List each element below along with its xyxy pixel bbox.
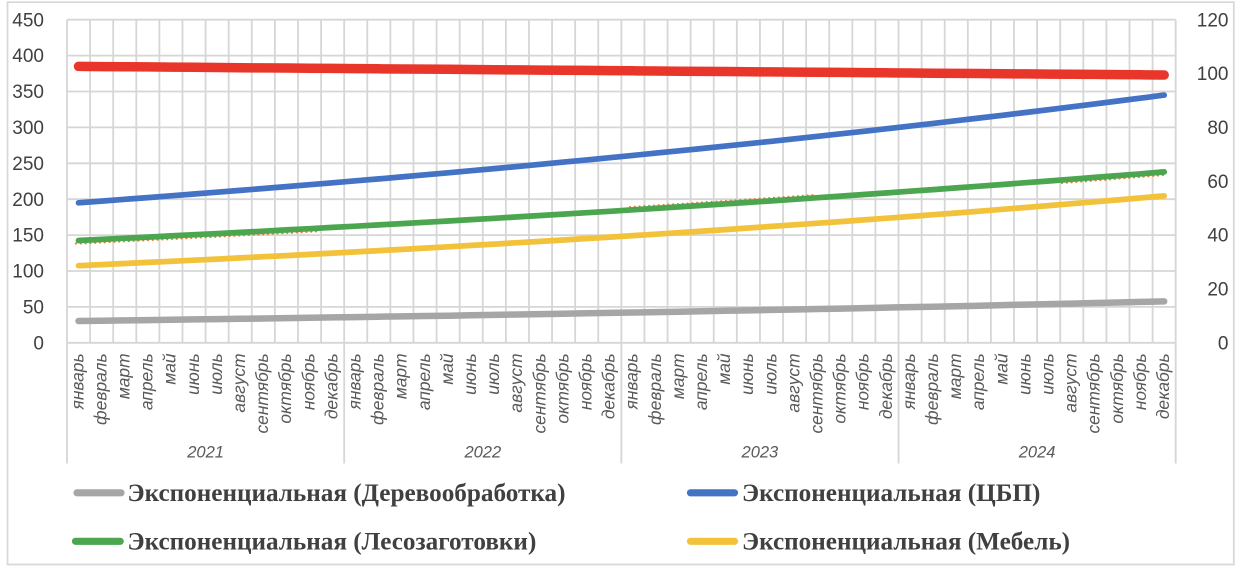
svg-text:100: 100: [1197, 64, 1229, 85]
svg-text:сентябрь: сентябрь: [807, 353, 827, 433]
svg-text:400: 400: [12, 46, 44, 67]
svg-text:июль: июль: [483, 353, 503, 394]
svg-text:сентябрь: сентябрь: [252, 353, 272, 433]
svg-text:200: 200: [12, 190, 44, 211]
svg-text:ноябрь: ноябрь: [576, 353, 596, 410]
svg-text:2023: 2023: [741, 443, 780, 461]
svg-text:450: 450: [12, 10, 44, 31]
svg-text:0: 0: [1218, 333, 1229, 354]
svg-text:2022: 2022: [463, 443, 501, 461]
svg-text:2024: 2024: [1018, 443, 1056, 461]
svg-text:октябрь: октябрь: [552, 353, 572, 423]
svg-text:январь: январь: [345, 353, 365, 410]
svg-text:ноябрь: ноябрь: [853, 353, 873, 410]
svg-text:июль: июль: [760, 353, 780, 394]
svg-text:июль: июль: [206, 353, 226, 394]
svg-text:декабрь: декабрь: [321, 353, 341, 419]
svg-text:Экспоненциальная (Мебель): Экспоненциальная (Мебель): [742, 528, 1070, 555]
svg-text:август: август: [783, 353, 803, 412]
svg-text:60: 60: [1207, 172, 1228, 193]
svg-text:сентябрь: сентябрь: [1084, 353, 1104, 433]
svg-text:100: 100: [12, 262, 44, 283]
svg-text:январь: январь: [622, 353, 642, 410]
svg-text:август: август: [1061, 353, 1081, 412]
svg-text:май: май: [160, 353, 180, 385]
svg-text:январь: январь: [67, 353, 87, 410]
svg-text:0: 0: [33, 333, 44, 354]
svg-text:март: март: [668, 353, 688, 399]
svg-text:50: 50: [23, 298, 44, 319]
svg-text:октябрь: октябрь: [1107, 353, 1127, 423]
svg-text:апрель: апрель: [137, 353, 157, 410]
svg-text:сентябрь: сентябрь: [529, 353, 549, 433]
svg-text:июнь: июнь: [737, 353, 757, 394]
svg-text:декабрь: декабрь: [1153, 353, 1173, 419]
svg-text:май: май: [991, 353, 1011, 385]
svg-text:ноябрь: ноябрь: [298, 353, 318, 410]
svg-text:март: март: [945, 353, 965, 399]
svg-text:350: 350: [12, 82, 44, 103]
svg-text:20: 20: [1207, 280, 1228, 301]
svg-text:август: август: [506, 353, 526, 412]
svg-text:2021: 2021: [186, 443, 224, 461]
svg-text:июль: июль: [1038, 353, 1058, 394]
svg-text:октябрь: октябрь: [275, 353, 295, 423]
svg-text:40: 40: [1207, 226, 1228, 247]
svg-text:октябрь: октябрь: [830, 353, 850, 423]
svg-text:апрель: апрель: [414, 353, 434, 410]
svg-text:300: 300: [12, 118, 44, 139]
svg-text:80: 80: [1207, 118, 1228, 139]
svg-text:февраль: февраль: [922, 353, 942, 425]
svg-text:май: май: [714, 353, 734, 385]
svg-text:март: март: [114, 353, 134, 399]
svg-text:250: 250: [12, 154, 44, 175]
svg-text:Экспоненциальная (ЦБП): Экспоненциальная (ЦБП): [742, 480, 1040, 507]
svg-text:январь: январь: [899, 353, 919, 410]
svg-text:июнь: июнь: [1014, 353, 1034, 394]
svg-text:февраль: февраль: [90, 353, 110, 425]
svg-text:июнь: июнь: [460, 353, 480, 394]
svg-text:Экспоненциальная (Деревообрабо: Экспоненциальная (Деревообработка): [128, 480, 566, 507]
svg-text:апрель: апрель: [691, 353, 711, 410]
svg-text:февраль: февраль: [368, 353, 388, 425]
svg-text:120: 120: [1197, 10, 1229, 31]
svg-text:150: 150: [12, 226, 44, 247]
svg-text:март: март: [391, 353, 411, 399]
svg-text:ноябрь: ноябрь: [1130, 353, 1150, 410]
svg-text:апрель: апрель: [968, 353, 988, 410]
svg-text:май: май: [437, 353, 457, 385]
svg-text:декабрь: декабрь: [599, 353, 619, 419]
svg-text:февраль: февраль: [645, 353, 665, 425]
svg-text:декабрь: декабрь: [876, 353, 896, 419]
svg-text:июнь: июнь: [183, 353, 203, 394]
svg-text:Экспоненциальная (Лесозаготовк: Экспоненциальная (Лесозаготовки): [128, 528, 537, 555]
svg-text:август: август: [229, 353, 249, 412]
